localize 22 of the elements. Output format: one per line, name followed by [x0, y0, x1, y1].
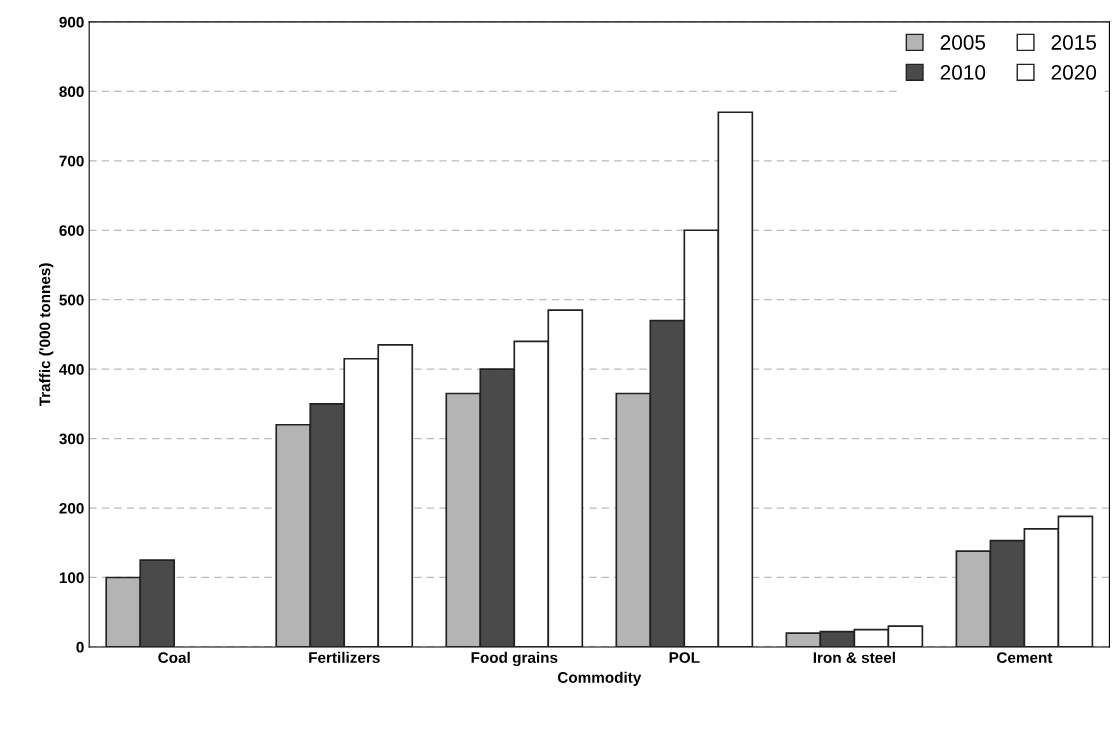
y-tick-label: 600 [59, 225, 84, 236]
x-tick-label: Food grains [471, 651, 558, 667]
x-tick-label: Coal [158, 651, 190, 664]
y-tick-label: 100 [59, 572, 84, 584]
legend-label: 2005 [940, 35, 986, 50]
legend-label: 2020 [1051, 65, 1097, 80]
y-tick-label: 900 [59, 16, 84, 28]
x-tick-label: Iron & steel [813, 651, 895, 664]
y-tick-label: 200 [59, 502, 84, 514]
y-tick-label: 800 [59, 86, 84, 98]
x-tick-label: Cement [997, 652, 1053, 664]
y-tick-label: 500 [59, 294, 84, 306]
y-tick-label: 400 [59, 364, 84, 375]
legend-label: 2015 [1051, 35, 1097, 50]
y-tick-label: 300 [59, 433, 84, 445]
legend-label: 2010 [940, 65, 986, 80]
y-tick-label: 700 [59, 155, 84, 167]
x-tick-label: POL [669, 652, 700, 664]
x-tick-label: Fertilizers [309, 651, 380, 664]
x-axis-title: Commodity [557, 671, 642, 686]
y-axis-title: Traffic ('000 tonnes) [39, 263, 54, 407]
y-tick-label: 0 [76, 641, 84, 653]
